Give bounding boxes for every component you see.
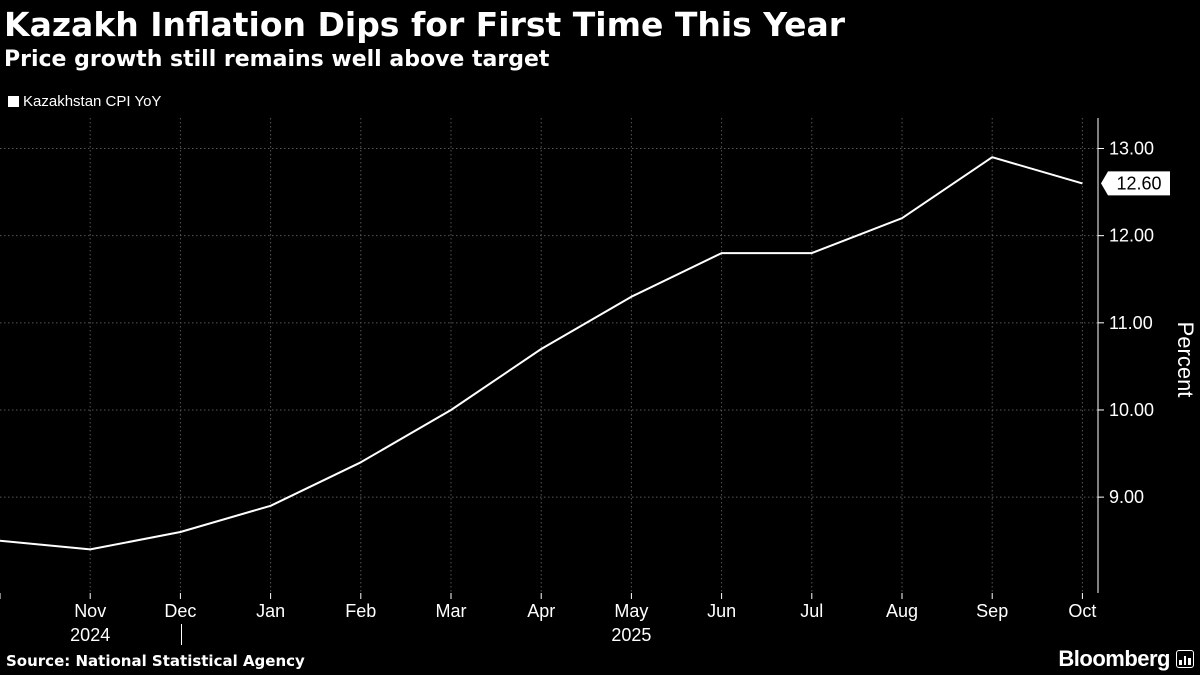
y-tick-label: 11.00	[1109, 313, 1153, 333]
data-point	[1081, 182, 1084, 185]
gridlines	[0, 118, 1098, 593]
brand: Bloomberg	[1058, 645, 1194, 673]
y-tick-label: 12.00	[1109, 226, 1154, 246]
x-tick-label: May	[614, 601, 648, 621]
y-tick-label: 10.00	[1109, 400, 1154, 420]
data-point	[89, 548, 92, 551]
x-tick-label: Jul	[800, 601, 823, 621]
x-tick-label: Aug	[886, 601, 918, 621]
data-point	[269, 504, 272, 507]
data-point	[720, 252, 723, 255]
source-note: Source: National Statistical Agency	[6, 652, 305, 670]
data-point	[540, 347, 543, 350]
last-value-label: 12.60	[1116, 173, 1161, 193]
x-tick-label: Apr	[527, 601, 555, 621]
series	[0, 156, 1084, 551]
x-tick-label: Oct	[1068, 601, 1096, 621]
y-tick-label: 9.00	[1109, 487, 1144, 507]
legend: Kazakhstan CPI YoY	[8, 91, 161, 111]
series-line-kazakhstan-cpi-yoy	[0, 156, 1083, 551]
data-point	[359, 461, 362, 464]
data-point	[901, 217, 904, 220]
x-tick-label: Jun	[707, 601, 736, 621]
bar-chart-icon	[1176, 650, 1194, 668]
chart-title: Kazakh Inflation Dips for First Time Thi…	[4, 5, 846, 44]
year-label: 2024	[70, 625, 110, 645]
x-tick-label: Feb	[345, 601, 376, 621]
brand-logo-text: Bloomberg	[1058, 646, 1170, 671]
legend-label: Kazakhstan CPI YoY	[23, 92, 162, 110]
x-tick-label: Mar	[436, 601, 467, 621]
labels: 13.00 12.00 11.00 10.00 9.00 Nov Dec Jan Feb Mar A…	[70, 139, 1198, 645]
last-value-callout	[1101, 171, 1170, 196]
data-point	[630, 295, 633, 298]
x-tick-label: Jan	[256, 601, 285, 621]
chart-subtitle: Price growth still remains well above ta…	[4, 47, 550, 72]
year-label: 2025	[611, 625, 651, 645]
y-axis-title: Percent	[1173, 322, 1198, 398]
data-point	[991, 156, 994, 159]
x-tick-label: Sep	[976, 601, 1008, 621]
axes	[0, 118, 1104, 645]
legend-swatch	[8, 95, 19, 107]
x-tick-label: Dec	[164, 601, 196, 621]
x-tick-label: Nov	[74, 601, 106, 621]
y-tick-label: 13.00	[1109, 139, 1154, 159]
data-point	[179, 530, 182, 533]
data-point	[450, 408, 453, 411]
data-point	[810, 252, 813, 255]
